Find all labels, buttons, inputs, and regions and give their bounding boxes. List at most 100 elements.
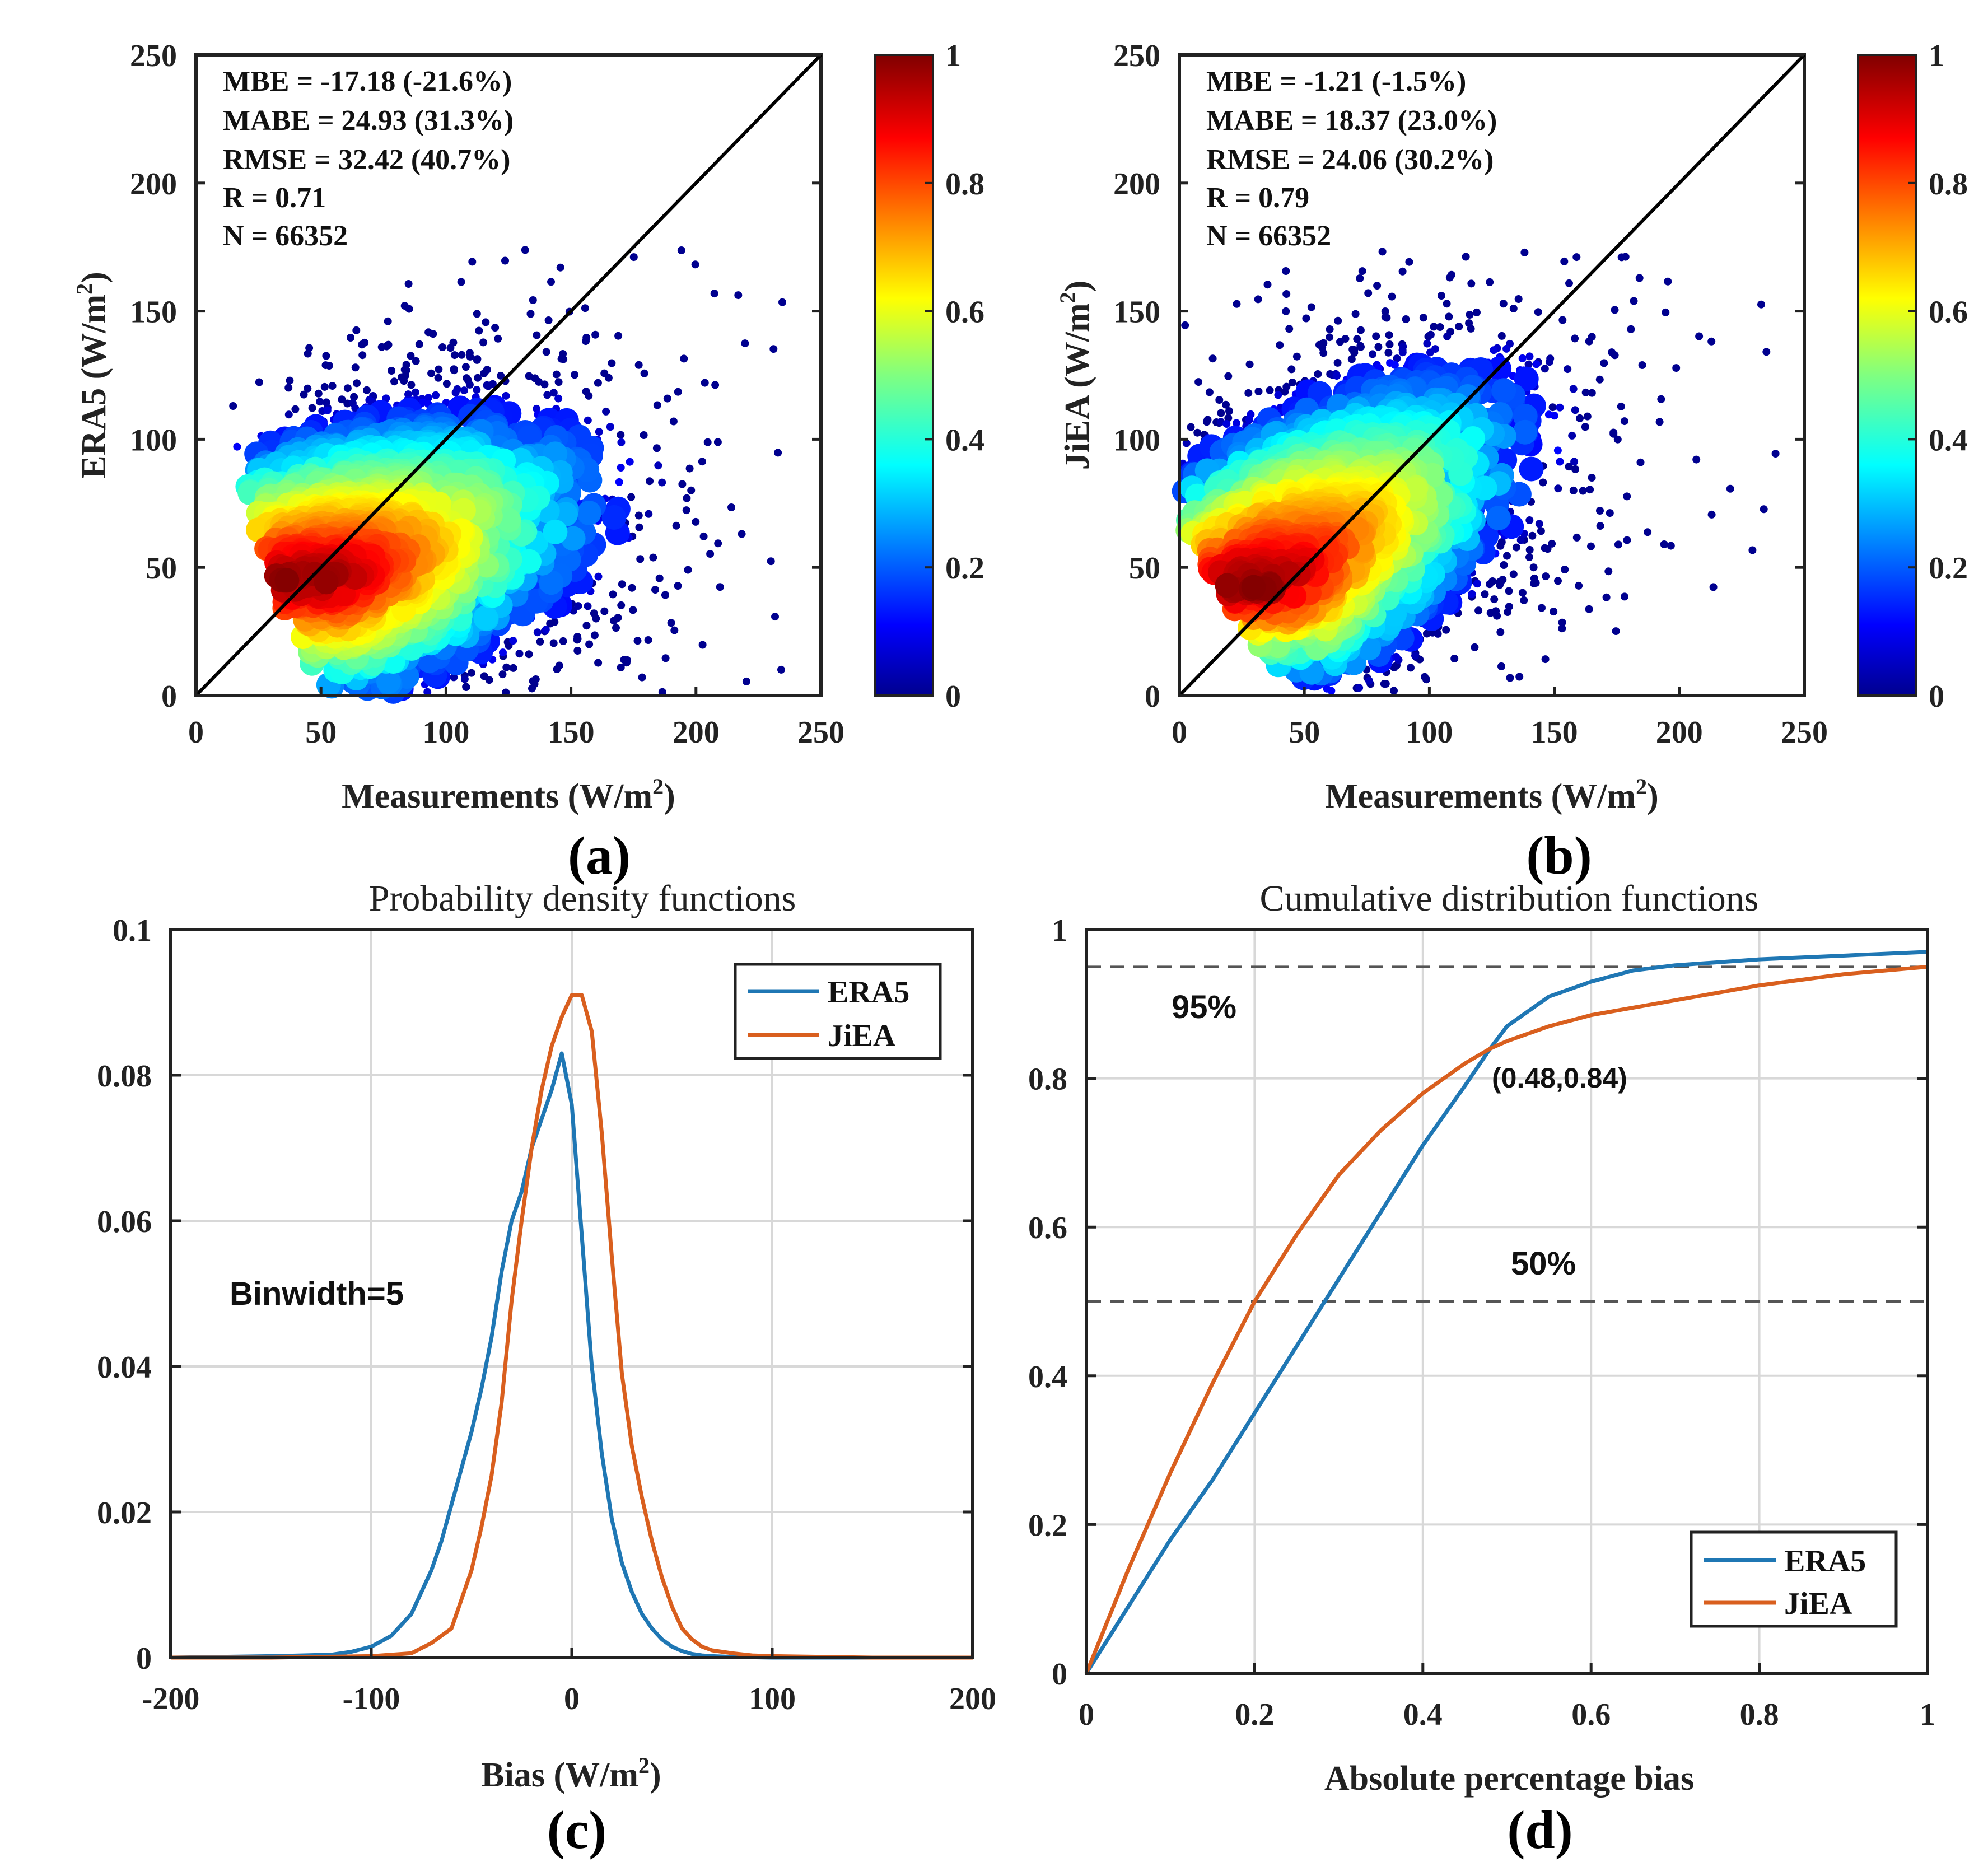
b-density-point <box>1757 300 1765 309</box>
a-density-point <box>606 423 614 431</box>
b-density-point <box>1556 458 1564 466</box>
b-density-point <box>1726 484 1734 493</box>
b-density-point <box>1426 348 1434 357</box>
a-density-point <box>351 363 360 372</box>
b-density-point <box>1497 332 1506 340</box>
a-density-point <box>543 391 552 399</box>
b-density-point <box>1617 402 1625 410</box>
a-density-point <box>727 503 735 511</box>
a-density-point <box>529 296 537 304</box>
a-density-point <box>480 369 488 377</box>
b-density-point <box>1274 391 1282 399</box>
a-density-point <box>601 505 627 530</box>
b-density-point <box>1583 412 1592 421</box>
b-density-point <box>1695 332 1704 340</box>
panel-a-density-cloud <box>229 246 786 704</box>
a-density-point <box>617 431 625 439</box>
b-density-point <box>1520 596 1528 604</box>
a-density-point <box>338 395 346 404</box>
a-density-point <box>710 290 718 298</box>
a-y-tick-label: 200 <box>130 167 177 202</box>
b-density-point <box>1606 509 1614 517</box>
a-colorbar-tick-label: 0 <box>945 679 961 714</box>
b-density-point <box>1569 486 1578 494</box>
b-density-point <box>1474 606 1483 615</box>
a-density-point <box>618 580 626 589</box>
a-density-point <box>402 361 410 369</box>
a-colorbar-tick-label: 0.6 <box>945 295 984 330</box>
a-x-tick-label: 100 <box>422 715 469 750</box>
a-density-point <box>382 394 390 403</box>
a-density-point <box>617 438 626 446</box>
b-density-point <box>1222 420 1231 428</box>
a-density-point <box>674 582 682 590</box>
a-density-point <box>594 659 603 667</box>
b-density-point <box>1473 580 1481 588</box>
a-density-point <box>451 389 460 396</box>
a-density-point <box>535 377 543 386</box>
a-density-point <box>363 386 371 394</box>
b-density-point <box>1542 572 1550 581</box>
a-density-point <box>573 633 582 641</box>
a-density-point <box>274 568 300 593</box>
a-density-point <box>629 253 638 262</box>
a-density-point <box>482 318 490 326</box>
a-density-point <box>774 449 782 457</box>
b-density-point <box>1572 253 1581 262</box>
b-density-point <box>1364 289 1373 297</box>
b-density-point <box>1347 355 1356 363</box>
b-density-point <box>1358 267 1366 276</box>
b-density-point <box>1537 527 1545 535</box>
panel-a-ylabel: ERA5 (W/m2) <box>72 272 113 479</box>
b-density-point <box>1369 350 1376 358</box>
a-density-point <box>629 606 637 614</box>
a-density-point <box>461 363 470 371</box>
a-density-point <box>600 607 609 615</box>
a-density-point <box>652 444 661 452</box>
a-density-point <box>703 438 712 446</box>
a-density-point <box>384 317 392 325</box>
b-density-point <box>1609 430 1618 438</box>
a-density-point <box>450 673 458 682</box>
b-density-point <box>1319 339 1328 347</box>
panel-a-stat-rmse: RMSE = 32.42 (40.7%) <box>223 144 511 176</box>
b-density-point <box>1512 543 1520 552</box>
a-density-point <box>347 334 354 342</box>
a-density-point <box>462 683 470 691</box>
a-density-point <box>655 574 664 582</box>
a-density-point <box>494 334 502 343</box>
a-density-point <box>649 553 657 562</box>
a-density-point <box>460 675 469 683</box>
b-density-point <box>1570 458 1579 466</box>
a-density-point <box>608 359 616 367</box>
b-density-point <box>1245 360 1254 368</box>
a-density-point <box>678 480 687 488</box>
a-density-point <box>634 511 643 520</box>
a-density-point <box>358 351 367 360</box>
a-density-point <box>411 388 419 396</box>
a-density-point <box>554 394 563 403</box>
a-density-point <box>284 410 293 419</box>
a-density-point <box>591 330 600 339</box>
b-density-point <box>1455 323 1463 331</box>
b-density-point <box>1205 388 1214 396</box>
panel-a-xlabel-text: Measurements (W/m <box>342 777 652 815</box>
b-density-point <box>1419 314 1427 322</box>
a-density-point <box>320 382 329 391</box>
b-density-point <box>1225 407 1233 416</box>
b-density-point <box>1636 458 1645 466</box>
a-density-point <box>516 549 542 574</box>
b-density-point <box>1350 346 1359 354</box>
a-density-point <box>528 684 536 693</box>
b-density-point <box>1554 577 1562 585</box>
a-density-point <box>509 664 517 672</box>
b-density-point <box>1355 684 1364 692</box>
b-density-point <box>1623 536 1631 544</box>
a-density-point <box>600 369 609 377</box>
a-density-point <box>442 380 451 388</box>
a-density-point <box>626 458 634 466</box>
b-density-point <box>1333 358 1342 367</box>
a-density-point <box>465 380 474 389</box>
b-density-point <box>1556 403 1564 412</box>
b-density-point <box>1571 406 1579 414</box>
